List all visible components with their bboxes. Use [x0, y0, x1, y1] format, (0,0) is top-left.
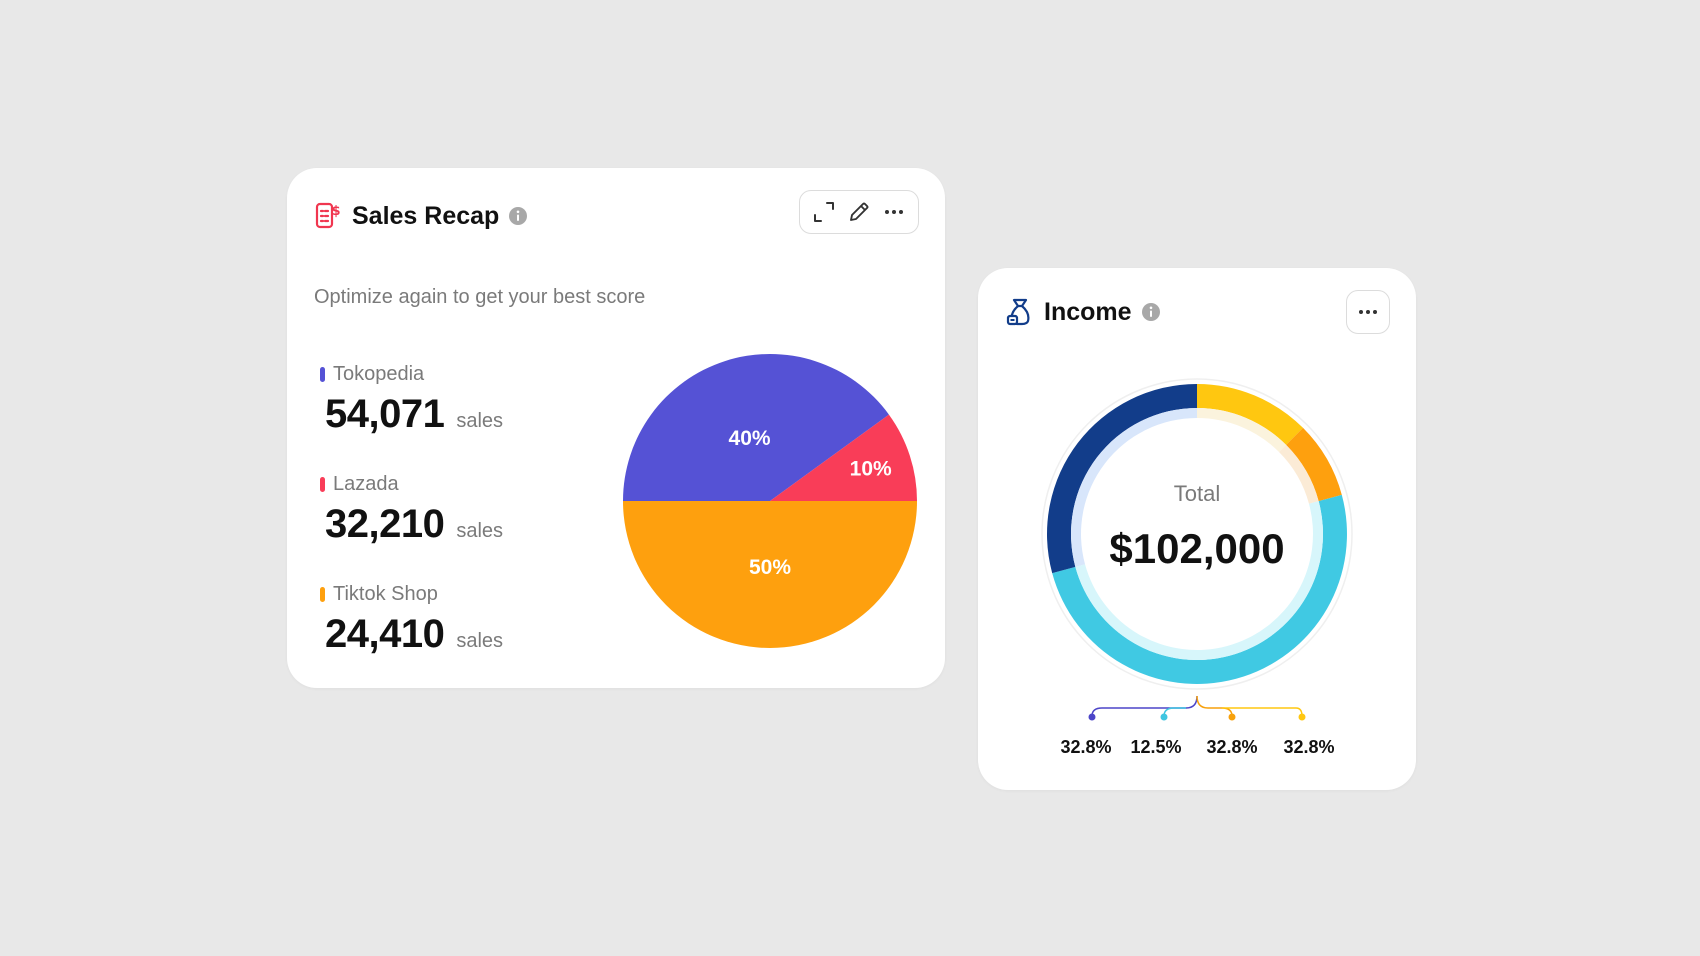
legend-label: Lazada	[333, 472, 399, 495]
legend-color-marker	[320, 366, 325, 382]
marker-dot	[1088, 713, 1096, 721]
more-icon	[1359, 310, 1377, 314]
legend-color-marker	[320, 586, 325, 602]
pie-slice-lazada[interactable]	[770, 414, 917, 501]
info-icon[interactable]	[1141, 302, 1161, 322]
income-donut-chart: Total $102,000 32.8% 12.5% 32.8% 32.8%	[1041, 378, 1353, 757]
percent-label: 12.5%	[1130, 737, 1181, 757]
legend-item-lazada: Lazada 32,210 sales	[320, 472, 503, 547]
donut-inner-segment[interactable]	[1197, 408, 1287, 452]
sales-recap-toolbar	[799, 190, 919, 234]
legend-value: 24,410	[325, 612, 445, 656]
donut-guide-ring	[1041, 378, 1353, 690]
legend-value: 32,210	[325, 502, 445, 546]
percent-label: 32.8%	[1283, 737, 1334, 757]
income-title: Income	[1044, 297, 1132, 326]
expand-button[interactable]	[809, 197, 839, 227]
sales-pie-chart: 40% 10% 50%	[623, 354, 917, 648]
legend-item-tiktok-shop: Tiktok Shop 24,410 sales	[320, 582, 503, 657]
percent-label: 32.8%	[1206, 737, 1257, 757]
donut-segment[interactable]	[1286, 427, 1342, 502]
pie-slice-label: 50%	[749, 556, 791, 579]
legend-unit: sales	[456, 520, 504, 542]
money-bag-icon	[1006, 297, 1034, 327]
pencil-icon	[850, 202, 869, 221]
income-more-button[interactable]	[1346, 290, 1390, 334]
income-header: Income	[1006, 292, 1161, 332]
donut-inner-segment[interactable]	[1279, 444, 1319, 504]
connector-line	[1163, 707, 1186, 717]
sales-recap-header: $ Sales Recap	[314, 196, 528, 236]
donut-segment[interactable]	[1047, 384, 1197, 574]
percent-label: 32.8%	[1060, 737, 1111, 757]
donut-segment[interactable]	[1197, 384, 1304, 445]
pie-slice-tokopedia[interactable]	[623, 354, 889, 501]
donut-segment[interactable]	[1052, 494, 1347, 684]
legend-label: Tiktok Shop	[333, 582, 438, 605]
legend-label: Tokopedia	[333, 362, 425, 385]
legend-item-tokopedia: Tokopedia 54,071 sales	[320, 362, 503, 437]
income-card: Income Total $102,000 32.8% 12.5% 32	[978, 268, 1416, 790]
legend-unit: sales	[456, 630, 504, 652]
pie-slice-tiktok-shop[interactable]	[623, 501, 917, 648]
more-button[interactable]	[879, 197, 909, 227]
expand-icon	[813, 202, 834, 222]
sales-recap-card: $ Sales Recap	[287, 168, 945, 688]
connector-line	[1091, 695, 1198, 717]
marker-dot	[1228, 713, 1236, 721]
total-label: Total	[1174, 481, 1220, 506]
invoice-dollar-icon: $	[314, 201, 342, 231]
legend-unit: sales	[456, 410, 504, 432]
legend-color-marker	[320, 476, 325, 492]
edit-button[interactable]	[844, 197, 874, 227]
marker-dot	[1160, 713, 1168, 721]
svg-text:$: $	[331, 204, 340, 219]
legend-value: 54,071	[325, 392, 445, 436]
sales-recap-subtitle: Optimize again to get your best score	[314, 286, 646, 308]
info-icon[interactable]	[508, 206, 528, 226]
more-icon	[885, 210, 904, 214]
pie-slice-label: 10%	[850, 457, 892, 480]
total-value: $102,000	[1109, 525, 1284, 572]
connector-line	[1196, 695, 1233, 717]
marker-dot	[1298, 713, 1306, 721]
sales-recap-title: Sales Recap	[352, 201, 500, 230]
pie-slice-label: 40%	[729, 427, 771, 450]
